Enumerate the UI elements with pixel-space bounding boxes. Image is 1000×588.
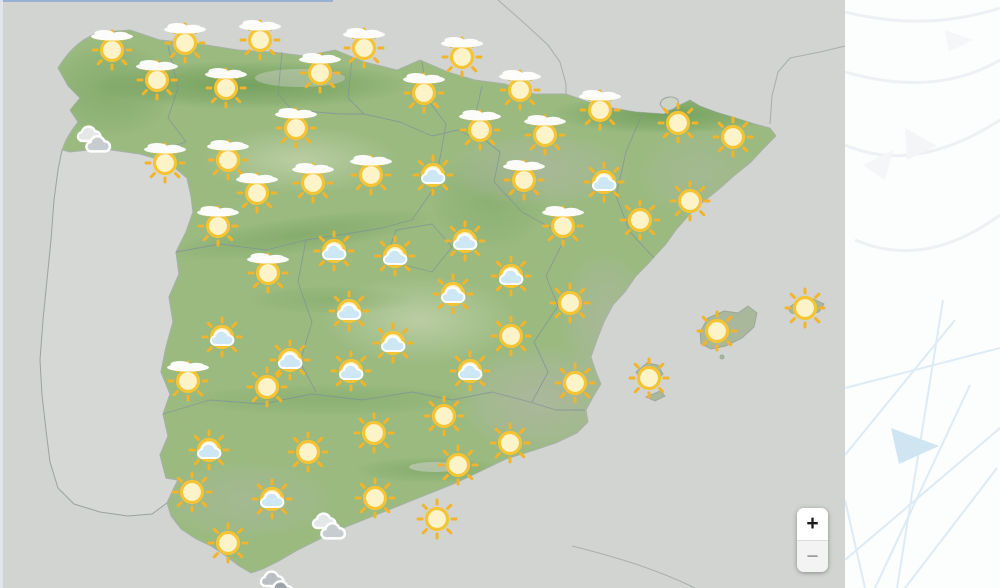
left-edge-accent [0, 0, 3, 588]
neighbor-coastlines [497, 0, 845, 588]
top-edge-accent [0, 0, 333, 2]
map-area[interactable]: + − [0, 0, 845, 588]
region-borders [151, 45, 655, 415]
zoom-in-button[interactable]: + [797, 508, 828, 541]
side-panel [845, 0, 1000, 588]
spain-basemap [39, 0, 845, 588]
map-zoom-control: + − [797, 508, 828, 572]
zoom-out-button[interactable]: − [797, 540, 828, 572]
panel-decoration [845, 0, 1000, 588]
